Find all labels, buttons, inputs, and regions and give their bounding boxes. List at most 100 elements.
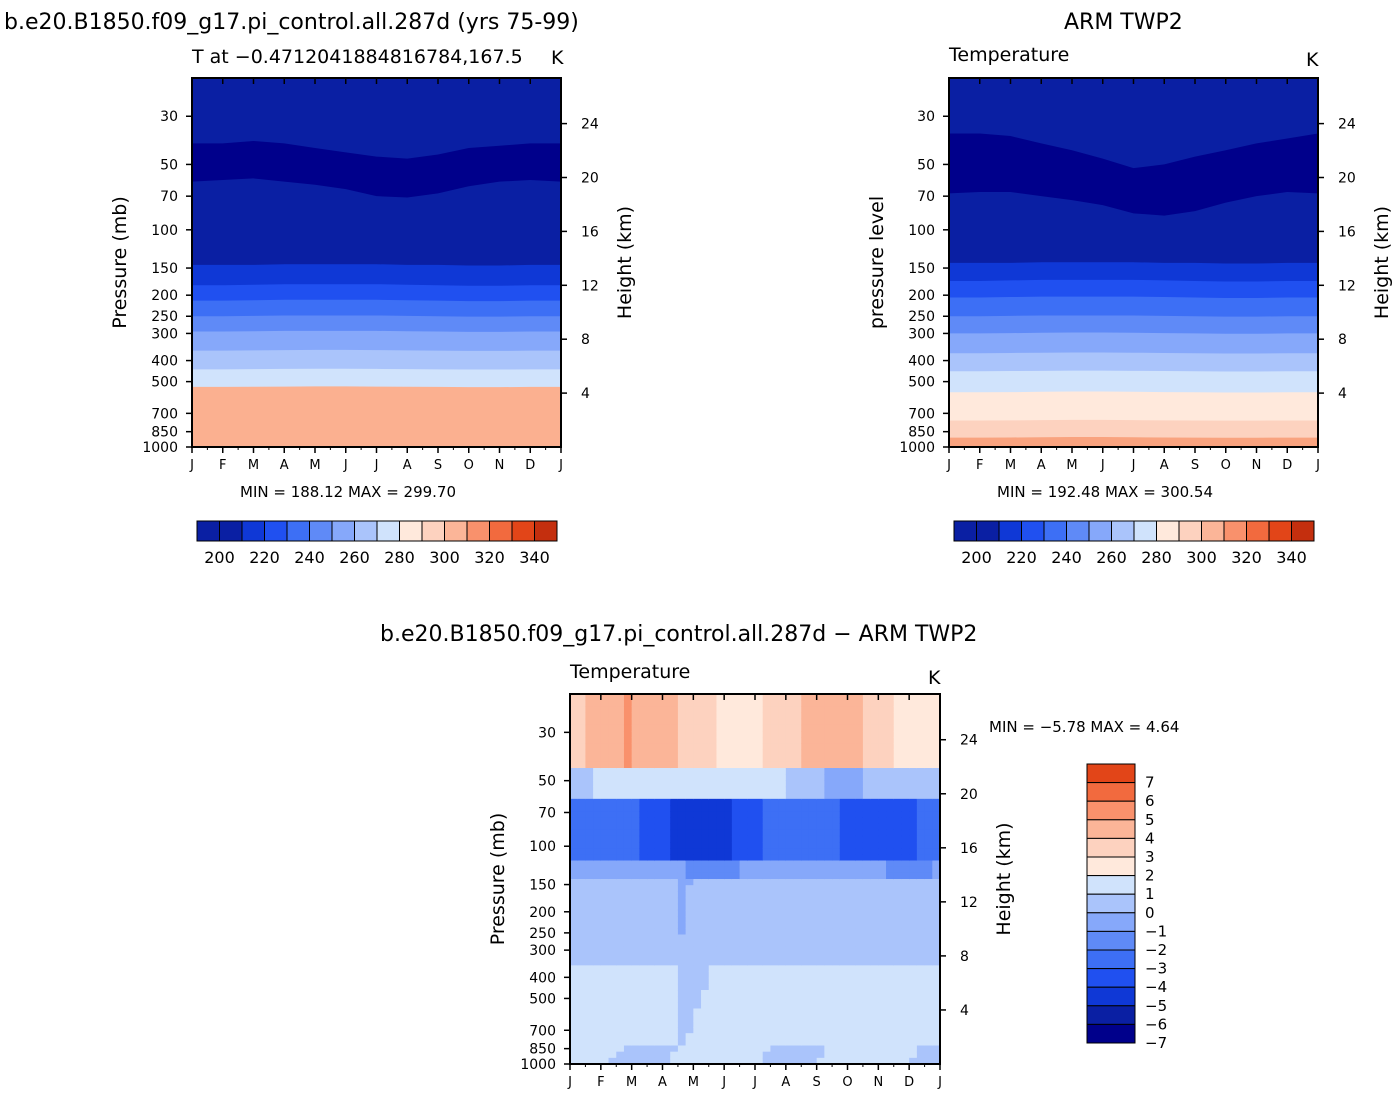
difference-cell bbox=[708, 922, 718, 929]
difference-cell bbox=[816, 774, 825, 781]
difference-cell bbox=[785, 1027, 795, 1034]
difference-cell bbox=[755, 737, 764, 744]
difference-cell bbox=[747, 817, 756, 825]
difference-cell bbox=[909, 928, 918, 936]
difference-cell bbox=[824, 737, 833, 744]
difference-cell bbox=[685, 1027, 694, 1034]
difference-cell bbox=[886, 694, 895, 701]
difference-cell bbox=[793, 965, 802, 973]
difference-cell bbox=[662, 805, 671, 812]
difference-cell bbox=[924, 965, 933, 973]
difference-cell bbox=[839, 959, 849, 966]
difference-cell bbox=[693, 743, 702, 751]
y-axis-label: pressure level bbox=[866, 196, 888, 329]
difference-cell bbox=[600, 996, 610, 1003]
difference-cell bbox=[593, 1027, 602, 1034]
difference-cell bbox=[762, 694, 772, 701]
pressure-tick-label: 70 bbox=[160, 189, 178, 205]
difference-cell bbox=[677, 737, 687, 744]
difference-cell bbox=[639, 798, 648, 806]
difference-cell bbox=[724, 866, 733, 874]
difference-cell bbox=[824, 928, 833, 936]
difference-cell bbox=[724, 879, 733, 886]
x-tick-label: F bbox=[597, 1075, 604, 1090]
difference-cell bbox=[701, 1020, 710, 1028]
difference-cell bbox=[708, 842, 718, 849]
difference-cell bbox=[608, 971, 617, 979]
difference-cell bbox=[585, 959, 594, 966]
difference-cell bbox=[770, 700, 779, 707]
difference-cell bbox=[778, 946, 787, 954]
difference-cell bbox=[785, 811, 795, 818]
colorbar-swatch bbox=[1268, 520, 1292, 542]
difference-cell bbox=[847, 965, 856, 973]
difference-cell bbox=[816, 1045, 825, 1053]
difference-cell bbox=[685, 953, 694, 960]
difference-cell bbox=[862, 1045, 872, 1053]
difference-cell bbox=[677, 983, 687, 991]
difference-cell bbox=[701, 700, 710, 707]
difference-cell bbox=[585, 1039, 594, 1047]
difference-cell bbox=[693, 774, 702, 781]
difference-cell bbox=[932, 959, 940, 966]
difference-cell bbox=[886, 761, 895, 769]
difference-cell bbox=[832, 749, 841, 757]
difference-cell bbox=[808, 743, 818, 751]
difference-cell bbox=[693, 909, 702, 917]
difference-cell bbox=[739, 768, 748, 775]
difference-cell bbox=[916, 909, 926, 917]
difference-cell bbox=[801, 817, 810, 825]
difference-cell bbox=[731, 835, 741, 843]
difference-cell bbox=[770, 996, 779, 1003]
difference-cell bbox=[600, 854, 610, 862]
difference-cell bbox=[886, 817, 895, 825]
difference-cell bbox=[901, 959, 910, 966]
difference-cell bbox=[577, 854, 587, 862]
pressure-tick-label: 200 bbox=[529, 905, 556, 921]
difference-cell bbox=[701, 768, 710, 775]
difference-cell bbox=[747, 700, 756, 707]
difference-cell bbox=[731, 823, 741, 831]
difference-cell bbox=[862, 1033, 872, 1040]
difference-cell bbox=[770, 749, 779, 757]
height-tick-label: 24 bbox=[1338, 117, 1356, 133]
difference-cell bbox=[600, 916, 610, 923]
difference-cell bbox=[662, 694, 671, 701]
difference-cell bbox=[909, 700, 918, 707]
difference-cell bbox=[808, 829, 818, 837]
difference-cell bbox=[716, 842, 725, 849]
difference-cell bbox=[909, 1039, 918, 1047]
difference-cell bbox=[808, 848, 818, 855]
difference-cell bbox=[793, 755, 802, 763]
x-tick-label: D bbox=[1282, 458, 1292, 473]
difference-cell bbox=[616, 990, 625, 997]
colorbar-swatch bbox=[511, 520, 535, 542]
difference-cell bbox=[816, 792, 825, 800]
difference-cell bbox=[701, 1027, 710, 1034]
difference-cell bbox=[755, 971, 764, 979]
difference-cell bbox=[616, 829, 625, 837]
x-tick-label: J bbox=[343, 458, 348, 473]
difference-cell bbox=[608, 1002, 617, 1010]
difference-cell bbox=[778, 829, 787, 837]
difference-cell bbox=[670, 934, 679, 942]
difference-cell bbox=[909, 916, 918, 923]
difference-cell bbox=[878, 1027, 887, 1034]
difference-cell bbox=[932, 1020, 940, 1028]
difference-cell bbox=[654, 953, 664, 960]
difference-cell bbox=[647, 891, 656, 899]
difference-cell bbox=[623, 1051, 633, 1059]
difference-cell bbox=[739, 749, 748, 757]
difference-cell bbox=[662, 835, 671, 843]
difference-cell bbox=[608, 694, 617, 701]
difference-cell bbox=[731, 1008, 741, 1016]
difference-cell bbox=[677, 866, 687, 874]
colorbar-swatch bbox=[534, 520, 558, 542]
difference-cell bbox=[824, 823, 833, 831]
difference-cell bbox=[631, 940, 640, 948]
difference-cell bbox=[916, 848, 926, 855]
difference-cell bbox=[870, 965, 879, 973]
difference-cell bbox=[654, 700, 664, 707]
difference-cell bbox=[762, 848, 772, 855]
colorbar-label: 300 bbox=[1186, 548, 1217, 567]
